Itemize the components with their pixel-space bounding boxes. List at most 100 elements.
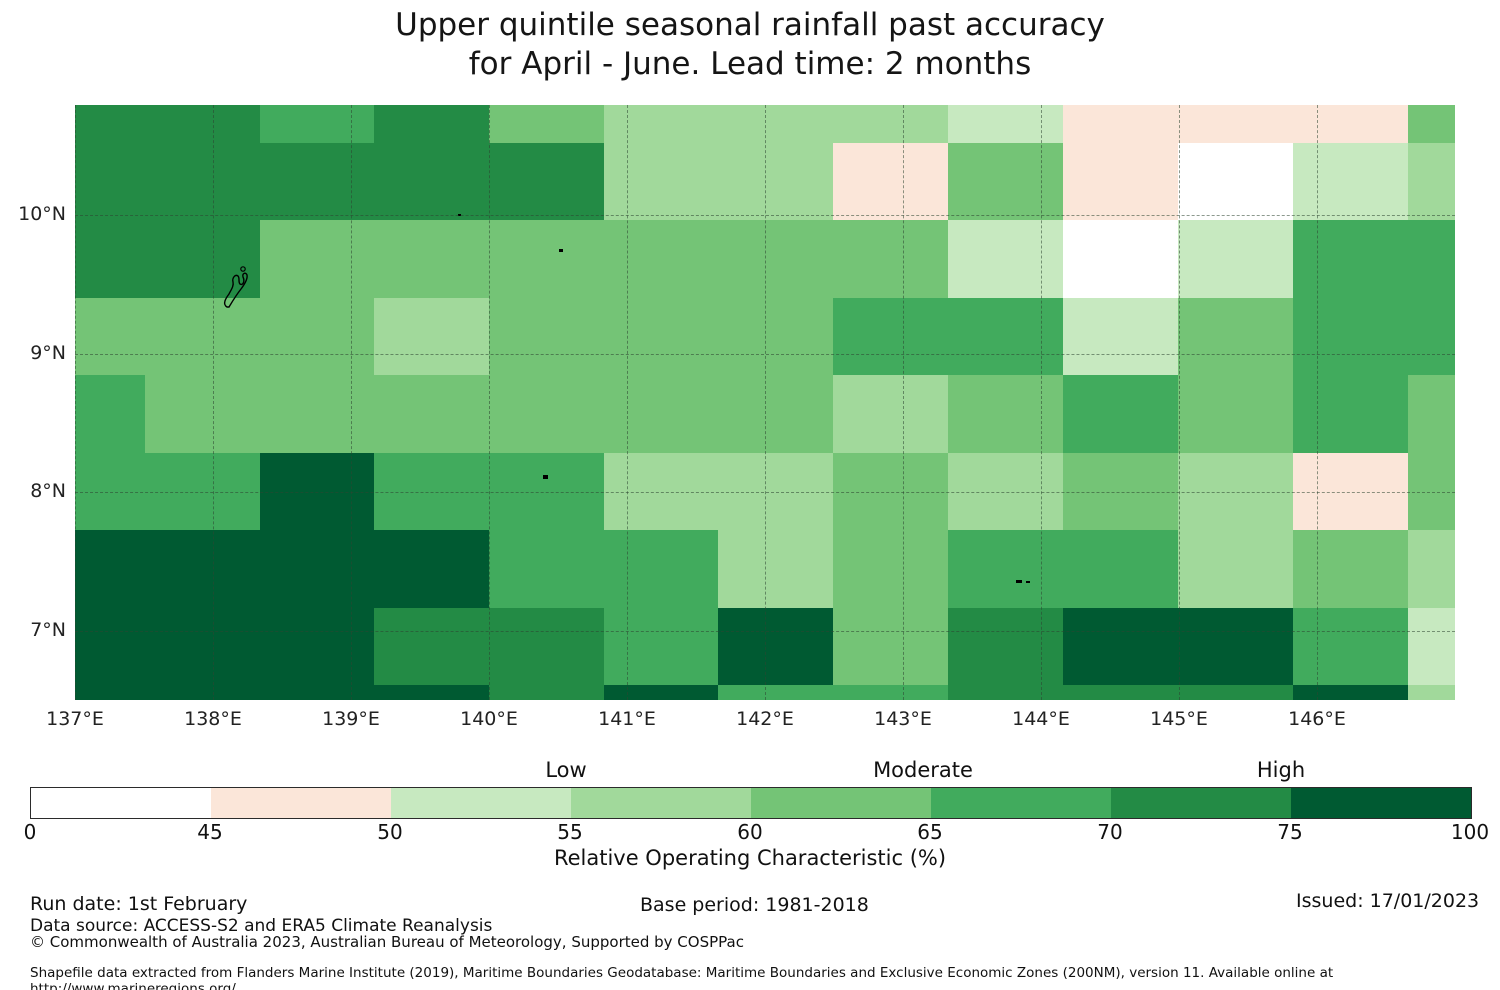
map-cell	[374, 530, 489, 608]
map-cell	[948, 220, 1063, 298]
colorbar-tick-label: 65	[917, 820, 943, 844]
issued-date-text: Issued: 17/01/2023	[1296, 890, 1480, 912]
map-cell	[145, 685, 260, 700]
map-cell	[145, 298, 260, 375]
map-cell	[1178, 530, 1293, 608]
islet-speck	[1026, 581, 1030, 583]
map-cell	[374, 143, 489, 220]
map-cell	[718, 143, 833, 220]
x-axis-tick-label: 141°E	[598, 708, 656, 730]
colorbar-category-high: High	[1256, 758, 1306, 782]
x-axis-tick-label: 137°E	[46, 708, 104, 730]
map-cell	[489, 685, 604, 700]
islet-speck	[1016, 580, 1022, 583]
colorbar-segment	[391, 788, 571, 818]
map-cell	[1408, 105, 1455, 143]
map-cell	[260, 685, 374, 700]
map-cell	[833, 685, 948, 700]
map-cell	[1293, 375, 1408, 453]
map-cell	[374, 220, 489, 298]
map-cell	[1293, 608, 1408, 685]
map-cell	[260, 530, 374, 608]
colorbar-tick-label: 60	[737, 820, 763, 844]
map-cell	[1293, 298, 1408, 375]
map-cell	[1293, 220, 1408, 298]
map-cell	[718, 608, 833, 685]
map-cell	[374, 608, 489, 685]
colorbar-axis-label: Relative Operating Characteristic (%)	[553, 846, 947, 870]
colorbar-tick-label: 75	[1277, 820, 1303, 844]
map-cell	[1063, 298, 1178, 375]
y-axis-tick-label: 7°N	[30, 618, 66, 641]
graticule-parallel	[75, 353, 1455, 355]
map-cell	[1063, 453, 1178, 530]
islet-speck	[559, 249, 563, 252]
map-cell	[833, 530, 948, 608]
map-cell	[489, 298, 604, 375]
islet-speck	[543, 475, 548, 479]
map-cell	[1293, 143, 1408, 220]
map-cell	[948, 298, 1063, 375]
colorbar-segment	[1111, 788, 1291, 818]
map-cell	[718, 375, 833, 453]
x-axis-tick-label: 142°E	[736, 708, 794, 730]
colorbar-segment	[571, 788, 751, 818]
colorbar-segment	[211, 788, 391, 818]
map-cell	[1063, 608, 1178, 685]
chart-title-line2: for April - June. Lead time: 2 months	[468, 46, 1032, 82]
map-cell	[260, 298, 374, 375]
map-cell	[489, 608, 604, 685]
y-axis-tick-label: 8°N	[30, 480, 66, 502]
map-cell	[1178, 375, 1293, 453]
map-cell	[489, 375, 604, 453]
graticule-meridian	[903, 105, 904, 700]
x-axis-tick-label: 140°E	[460, 708, 518, 730]
map-cell	[1408, 375, 1455, 453]
map-cell	[75, 530, 145, 608]
x-axis-tick-label: 145°E	[1150, 708, 1208, 730]
base-period-text: Base period: 1981-2018	[640, 894, 869, 916]
map-cell	[604, 375, 718, 453]
map-cell	[145, 143, 260, 220]
colorbar-tick-label: 50	[377, 820, 403, 844]
map-cell	[1063, 530, 1178, 608]
map-cell	[1178, 453, 1293, 530]
map-cell	[948, 143, 1063, 220]
graticule-meridian	[351, 105, 352, 700]
graticule-parallel	[75, 492, 1455, 493]
colorbar-category-low: Low	[545, 758, 587, 782]
graticule-meridian	[1179, 105, 1180, 700]
map-cell	[833, 143, 948, 220]
map-cell	[948, 375, 1063, 453]
graticule-meridian	[213, 105, 214, 700]
colorbar-segment	[751, 788, 931, 818]
map-cell	[75, 298, 145, 375]
graticule-meridian	[627, 105, 628, 700]
shapefile-attribution-text: Shapefile data extracted from Flanders M…	[30, 965, 1334, 990]
y-axis-tick-label: 10°N	[18, 203, 66, 225]
map-cell	[1408, 685, 1455, 700]
islet-outline	[240, 266, 246, 272]
graticule-meridian	[75, 105, 76, 700]
graticule-meridian	[489, 105, 490, 700]
map-cell	[1408, 608, 1455, 685]
map-cell	[374, 685, 489, 700]
map-cell	[1178, 298, 1293, 375]
data-source-text: Data source: ACCESS-S2 and ERA5 Climate …	[30, 916, 493, 936]
map-cell	[374, 105, 489, 143]
map-cell	[145, 105, 260, 143]
graticule-parallel	[75, 215, 1455, 216]
map-cell	[145, 530, 260, 608]
map-cell	[1063, 220, 1178, 298]
map-cell	[1178, 143, 1293, 220]
map-cell	[718, 298, 833, 375]
map-cell	[374, 298, 489, 375]
chart-title: Upper quintile seasonal rainfall past ac…	[0, 6, 1500, 84]
map-cell	[1178, 220, 1293, 298]
colorbar-segment	[931, 788, 1111, 818]
map-cell	[260, 105, 374, 143]
map-cell	[948, 608, 1063, 685]
map-cell	[833, 453, 948, 530]
map-cell	[260, 220, 374, 298]
map-cell	[1063, 143, 1178, 220]
